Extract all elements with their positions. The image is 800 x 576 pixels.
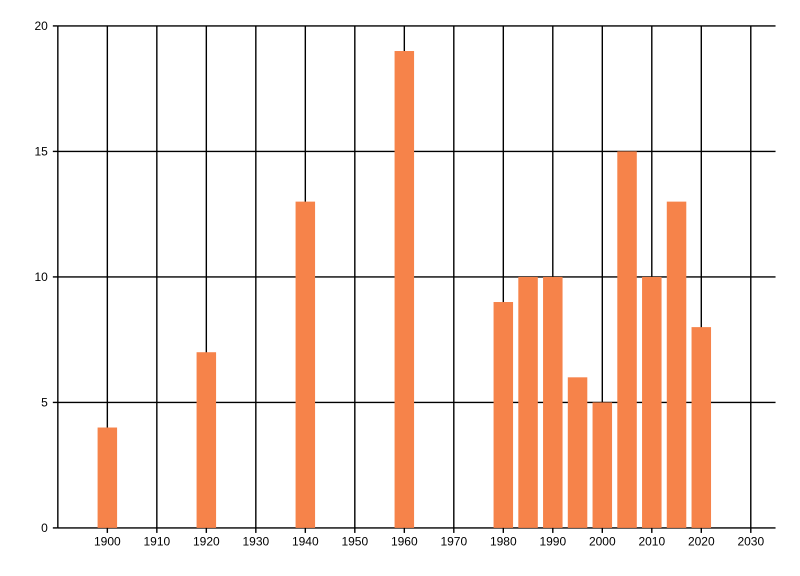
svg-text:1960: 1960 — [391, 534, 418, 548]
svg-text:1910: 1910 — [143, 534, 170, 548]
svg-text:1920: 1920 — [193, 534, 220, 548]
svg-text:1990: 1990 — [539, 534, 566, 548]
svg-text:2010: 2010 — [638, 534, 665, 548]
svg-text:20: 20 — [34, 19, 48, 33]
svg-text:1930: 1930 — [242, 534, 269, 548]
svg-text:2020: 2020 — [688, 534, 715, 548]
svg-text:1940: 1940 — [292, 534, 319, 548]
svg-text:0: 0 — [41, 521, 48, 535]
svg-text:10: 10 — [34, 270, 48, 284]
svg-text:2030: 2030 — [737, 534, 764, 548]
svg-text:5: 5 — [41, 395, 48, 409]
svg-text:1980: 1980 — [490, 534, 517, 548]
svg-text:15: 15 — [34, 144, 48, 158]
svg-text:1900: 1900 — [94, 534, 121, 548]
svg-text:2000: 2000 — [589, 534, 616, 548]
svg-text:1970: 1970 — [440, 534, 467, 548]
svg-text:1950: 1950 — [341, 534, 368, 548]
